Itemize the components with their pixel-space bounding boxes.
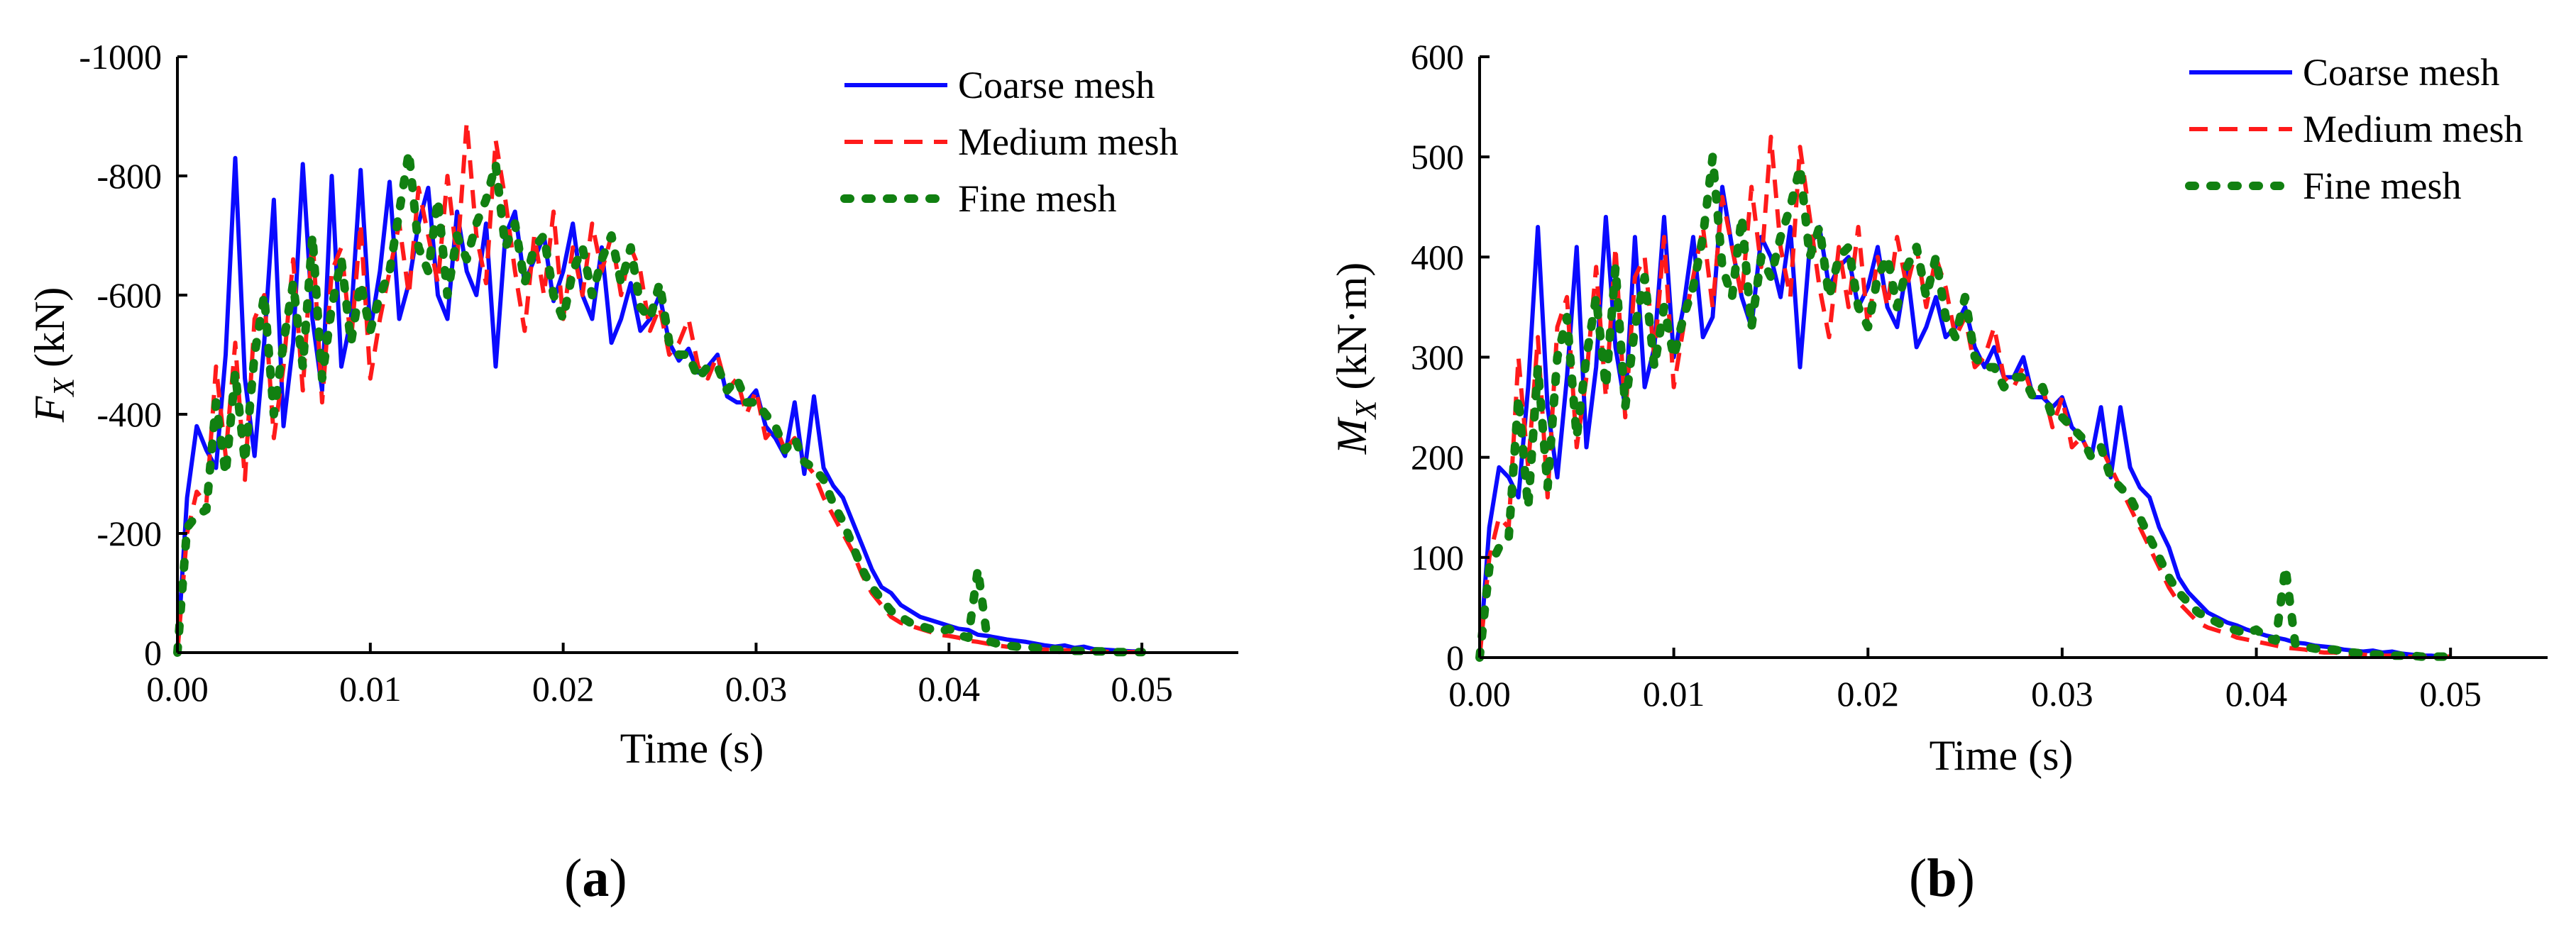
chart-panel-b: 0.00 0.01 0.02 0.03 0.04 0.05 0 100 200 300 400 500… [1328,37,2548,779]
y-axis-label-unit: (kN) [26,287,73,378]
legend-label: Coarse mesh [2303,51,2499,94]
x-tick-label: 0.02 [1837,674,1900,714]
y-tick-label: 600 [1411,37,1464,77]
y-tick-label: 0 [1446,638,1464,677]
x-tick-label: 0.01 [339,669,402,709]
series-line-fine-mesh [173,148,1147,657]
legend-label: Medium mesh [2303,108,2523,150]
tick-layer-a: 0.00 0.01 0.02 0.03 0.04 0.05 0 -200 -400 -600 -80… [79,37,1172,709]
series-line-fine-mesh [1475,153,2455,662]
y-tick-label: -1000 [79,37,162,77]
x-tick-label: 0.00 [146,669,209,709]
series-layer-a [173,120,1147,657]
series-layer-b [1475,134,2455,662]
panel-label-b: (b) [1909,848,1975,909]
y-tick-label: -400 [97,394,162,434]
panel-label-letter: b [1927,848,1957,908]
x-tick-label: 0.04 [918,669,981,709]
panel-label-a: (a) [564,848,627,909]
legend-label: Coarse mesh [958,64,1155,106]
x-tick-label: 0.05 [1111,669,1173,709]
legend-b: Coarse mesh Medium mesh Fine mesh [2185,51,2523,207]
x-tick-label: 0.05 [2419,674,2482,714]
y-tick-label: 400 [1411,237,1464,277]
y-tick-label: 100 [1411,538,1464,577]
x-tick-label: 0.03 [725,669,788,709]
y-axis-label: FX (kN) [26,287,81,423]
x-axis-label: Time (s) [1930,732,2074,779]
y-axis-label-subscript: X [48,377,81,398]
y-axis-label-subscript: X [1350,399,1383,420]
panel-label-open: ( [564,848,583,908]
tick-layer-b: 0.00 0.01 0.02 0.03 0.04 0.05 0 100 200 300 400 500… [1411,37,2482,714]
chart-panel-a: 0.00 0.01 0.02 0.03 0.04 0.05 0 -200 -400 -600 -80… [26,37,1238,772]
y-tick-label: 200 [1411,438,1464,477]
legend-label: Fine mesh [958,177,1117,220]
series-line-coarse-mesh [175,155,1143,654]
x-tick-label: 0.03 [2031,674,2093,714]
y-axis-label: MX (kN·m) [1328,262,1383,455]
y-axis-label-symbol: M [1328,416,1375,455]
x-tick-label: 0.00 [1448,674,1511,714]
y-tick-label: -800 [97,156,162,196]
x-tick-label: 0.02 [532,669,595,709]
legend-a: Coarse mesh Medium mesh Fine mesh [840,64,1178,220]
y-axis-label-symbol: F [26,395,73,423]
legend-label: Fine mesh [2303,165,2462,207]
series-line-medium-mesh [175,120,1143,655]
panel-label-letter: a [582,848,610,908]
y-tick-label: -600 [97,275,162,315]
y-tick-label: 500 [1411,137,1464,177]
x-tick-label: 0.04 [2225,674,2288,714]
x-axis-label: Time (s) [620,725,764,772]
series-line-coarse-mesh [1477,184,2451,659]
y-axis-label-unit: (kN·m) [1328,262,1375,401]
y-tick-label: 0 [144,633,162,672]
legend-label: Medium mesh [958,121,1178,163]
y-tick-label: -200 [97,514,162,553]
panel-label-open: ( [1909,848,1927,908]
panel-label-close: ) [1956,848,1975,908]
panel-label-close: ) [609,848,627,908]
y-tick-label: 300 [1411,338,1464,377]
x-tick-label: 0.01 [1643,674,1705,714]
